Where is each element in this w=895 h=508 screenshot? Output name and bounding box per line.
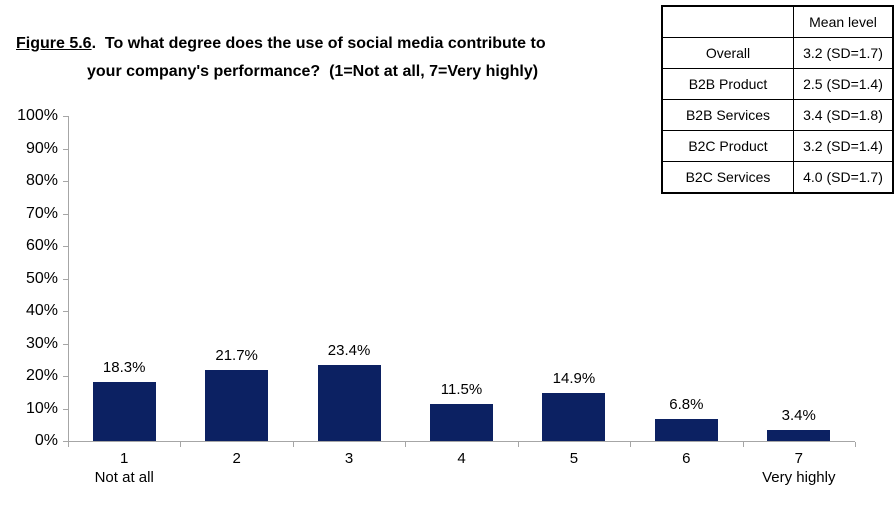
y-axis-tick-label: 10% (25, 399, 58, 417)
y-axis-tick (63, 181, 68, 182)
mean-table-row-value: 3.4 (SD=1.8) (793, 99, 894, 131)
bar-4 (430, 403, 493, 441)
x-axis-label-4: 4 (457, 450, 466, 467)
title-line1: Figure 5.6. To what degree does the use … (16, 30, 546, 58)
x-axis-label-6: 6 (682, 450, 691, 467)
x-axis-label-7: 7 (794, 450, 803, 467)
bar-value-label-4: 11.5% (440, 380, 483, 398)
x-axis-tick (517, 442, 519, 447)
x-axis-tick (180, 442, 182, 447)
x-axis-tick (630, 442, 632, 447)
bar-1 (92, 381, 156, 441)
x-axis-sublabel-7: Very highly (762, 469, 836, 486)
y-axis-tick-label: 40% (25, 302, 58, 319)
figure-number-separator: . (91, 35, 105, 52)
mean-table-row-value: 3.2 (SD=1.4) (793, 130, 894, 162)
y-axis-tick-label: 30% (25, 334, 58, 352)
y-axis-tick-label: 70% (25, 204, 58, 222)
x-axis-tick (405, 442, 407, 447)
y-axis-tick (63, 441, 68, 442)
y-axis-tick-label: 0% (34, 432, 58, 449)
y-axis-tick (63, 278, 68, 280)
bar-5 (542, 392, 606, 441)
bar-value-label-2: 21.7% (215, 347, 258, 365)
title-question-part2: your company's performance? (1=Not at al… (87, 63, 539, 80)
mean-table-row-value: 3.2 (SD=1.7) (793, 37, 894, 69)
figure-number: Figure 5.6 (16, 35, 92, 52)
bar-2 (205, 370, 269, 441)
y-axis-tick (63, 408, 68, 410)
mean-table-row: B2C Services 4.0 (SD=1.7) (661, 161, 894, 194)
y-axis-tick-label: 90% (25, 139, 58, 157)
x-axis-label-5: 5 (569, 450, 579, 467)
y-axis-tick (63, 116, 68, 117)
y-axis-tick (63, 213, 68, 215)
y-axis-tick (63, 246, 68, 247)
title-question-part1: To what degree does the use of social me… (104, 35, 546, 52)
y-axis-tick (63, 343, 68, 345)
x-axis-tick (855, 442, 856, 447)
bar-value-label-5: 14.9% (552, 369, 596, 387)
mean-table-row-value: 2.5 (SD=1.4) (793, 68, 894, 100)
y-axis-line (68, 116, 69, 442)
x-axis-sublabel-1: Not at all (94, 469, 154, 486)
y-axis-tick (63, 311, 68, 312)
bar-6 (654, 418, 718, 441)
y-axis-tick-label: 100% (17, 107, 58, 124)
mean-table-header-row: Mean level (661, 5, 894, 38)
x-axis-label-2: 2 (232, 450, 241, 467)
bar-value-label-6: 6.8% (669, 395, 704, 413)
mean-table-row: B2C Product 3.2 (SD=1.4) (661, 130, 894, 162)
bar-3 (317, 364, 381, 441)
bar-value-label-3: 23.4% (327, 341, 371, 359)
y-axis-tick-label: 80% (25, 172, 58, 189)
y-axis-tick-label: 20% (25, 367, 58, 384)
x-axis-line (68, 441, 855, 442)
mean-table-row: Overall 3.2 (SD=1.7) (661, 37, 894, 69)
mean-table-row: B2B Services 3.4 (SD=1.8) (661, 99, 894, 131)
mean-table-row-label: B2C Services (661, 161, 794, 194)
bar-7 (767, 429, 831, 441)
bar-value-label-7: 3.4% (781, 406, 816, 424)
mean-level-table: Mean level Overall 3.2 (SD=1.7) B2B Produc… (661, 5, 894, 194)
y-axis-tick (63, 148, 68, 150)
mean-table-row-value: 4.0 (SD=1.7) (793, 161, 894, 194)
mean-table-row-label: B2C Product (661, 130, 794, 162)
x-axis-label-1: 1 (120, 450, 129, 467)
x-axis-tick (742, 442, 744, 447)
mean-table-row-label: B2B Services (661, 99, 794, 131)
mean-table-row: B2B Product 2.5 (SD=1.4) (661, 68, 894, 100)
mean-table-header-cell: Mean level (793, 5, 894, 38)
y-axis-tick-label: 60% (25, 237, 58, 254)
figure-title: Figure 5.6. To what degree does the use … (16, 30, 546, 86)
x-axis-tick (292, 442, 294, 447)
y-axis-tick (63, 376, 68, 377)
y-axis-tick-label: 50% (25, 269, 58, 287)
bar-value-label-1: 18.3% (102, 358, 146, 376)
x-axis-tick (68, 442, 69, 447)
x-axis-label-3: 3 (344, 450, 354, 467)
mean-table-corner-cell (661, 5, 794, 38)
